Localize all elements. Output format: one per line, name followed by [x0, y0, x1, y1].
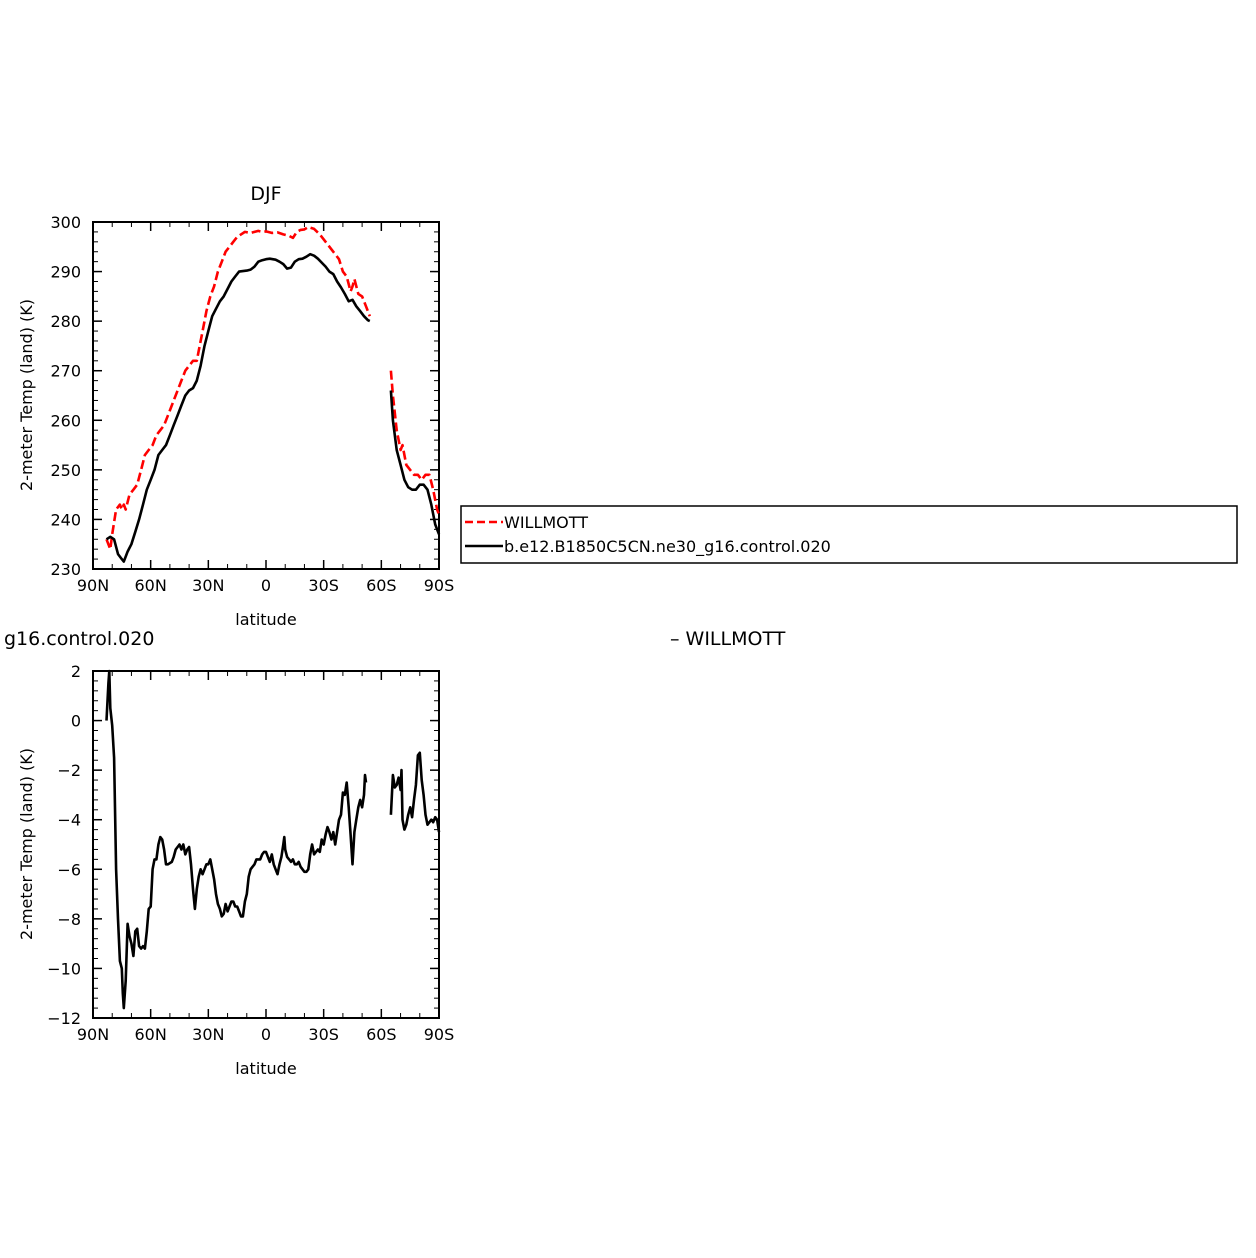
y-tick-label: 260 — [50, 411, 81, 430]
y-tick-label: −10 — [47, 959, 81, 978]
y-tick-label: −4 — [57, 811, 81, 830]
y-tick-label: 290 — [50, 263, 81, 282]
y-tick-label: −2 — [57, 761, 81, 780]
x-tick-label: 90S — [424, 1025, 455, 1044]
y-tick-label: 0 — [71, 712, 81, 731]
top-panel-title: DJF — [250, 183, 281, 205]
legend-box — [460, 505, 1238, 564]
obs-series-line — [389, 370, 441, 515]
bottom-x-axis-label: latitude — [235, 1059, 296, 1078]
y-tick-label: 270 — [50, 362, 81, 381]
top-y-axis-label: 2-meter Temp (land) (K) — [17, 299, 36, 491]
bottom-plot-frame — [92, 670, 440, 1019]
x-tick-label: 30S — [308, 576, 339, 595]
x-tick-label: 90N — [77, 1025, 109, 1044]
top-axis-ticks — [92, 221, 440, 570]
y-tick-label: 280 — [50, 312, 81, 331]
x-tick-label: 30N — [192, 1025, 224, 1044]
x-tick-label: 30N — [192, 576, 224, 595]
legend-obs-label: WILLMOTT — [504, 513, 588, 532]
x-tick-label: 90S — [424, 576, 455, 595]
y-tick-label: 230 — [50, 560, 81, 579]
top-panel: DJF 90N 60N 30N 0 30S 60S 90S 230 240 250 260 270 28… — [17, 183, 454, 629]
bottom-panel-title-right: – WILLMOTT — [670, 628, 786, 650]
y-tick-label: 2 — [71, 662, 81, 681]
y-tick-label: 250 — [50, 461, 81, 480]
y-tick-label: 240 — [50, 510, 81, 529]
model-series-line — [389, 390, 441, 535]
top-series-lines — [105, 225, 441, 563]
x-tick-label: 30S — [308, 1025, 339, 1044]
x-tick-label: 60N — [135, 576, 167, 595]
model-series-line — [105, 252, 371, 563]
top-plot-frame — [92, 221, 440, 570]
y-tick-label: −8 — [57, 910, 81, 929]
top-tick-labels: 90N 60N 30N 0 30S 60S 90S 230 240 250 260 270 280 290… — [50, 213, 454, 595]
model-series-line — [105, 669, 368, 1010]
x-tick-label: 60N — [135, 1025, 167, 1044]
y-tick-label: −6 — [57, 860, 81, 879]
y-tick-label: 300 — [50, 213, 81, 232]
legend: WILLMOTT b.e12.B1850C5CN.ne30_g16.contro… — [460, 505, 1238, 564]
top-x-axis-label: latitude — [235, 610, 296, 629]
bottom-series-lines — [105, 669, 441, 1010]
bottom-y-axis-label: 2-meter Temp (land) (K) — [17, 748, 36, 940]
bottom-panel-title-left: g16.control.020 — [4, 628, 154, 650]
y-tick-label: −12 — [47, 1009, 81, 1028]
x-tick-label: 60S — [366, 1025, 397, 1044]
model-series-line — [389, 751, 441, 833]
x-tick-label: 0 — [261, 576, 271, 595]
x-tick-label: 90N — [77, 576, 109, 595]
bottom-axis-ticks — [92, 670, 440, 1019]
obs-series-line — [105, 225, 372, 551]
x-tick-label: 60S — [366, 576, 397, 595]
bottom-tick-labels: 90N 60N 30N 0 30S 60S 90S −12 −10 −8 −6 −4 −2 0 2 — [47, 662, 454, 1044]
x-tick-label: 0 — [261, 1025, 271, 1044]
legend-model-label: b.e12.B1850C5CN.ne30_g16.control.020 — [504, 537, 831, 557]
bottom-panel: 90N 60N 30N 0 30S 60S 90S −12 −10 −8 −6 −4 −2 0 2 lati… — [17, 662, 454, 1078]
